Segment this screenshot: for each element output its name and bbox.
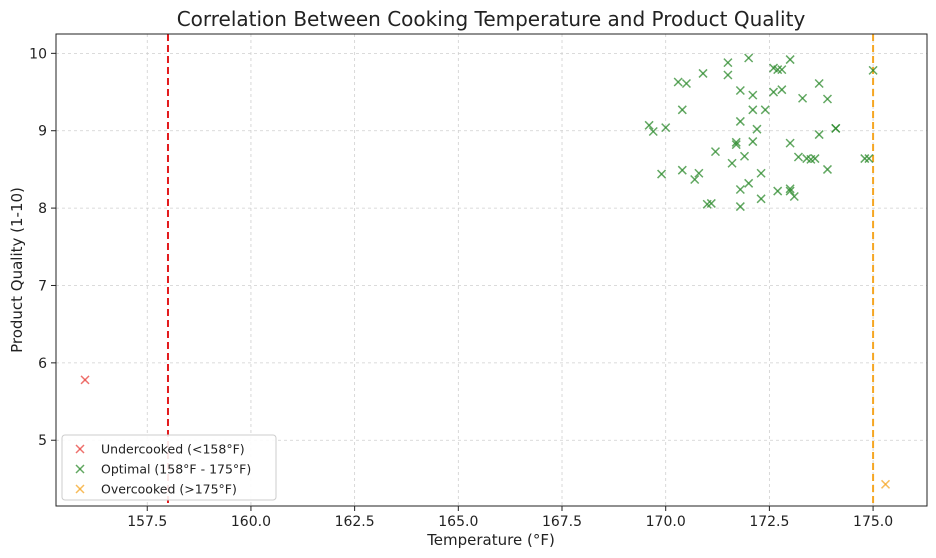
data-point: [727, 158, 737, 168]
data-point: [644, 120, 654, 130]
data-point: [677, 165, 687, 175]
data-point: [880, 479, 891, 489]
data-point: [690, 174, 700, 184]
legend-box: [61, 434, 277, 501]
data-point: [661, 123, 671, 133]
data-point: [735, 85, 745, 96]
data-point: [822, 94, 832, 104]
data-point: [731, 140, 741, 150]
data-point: [810, 154, 820, 164]
data-point: [744, 178, 754, 188]
data-point: [785, 55, 795, 65]
data-point: [793, 152, 803, 162]
y-tick-label: 7: [38, 278, 47, 294]
data-point: [756, 168, 766, 178]
x-tick-label: 160.0: [231, 514, 271, 530]
legend: Undercooked (<158°F) Optimal (158°F - 175…: [61, 434, 277, 501]
data-point: [748, 105, 758, 115]
data-point: [739, 151, 750, 161]
x-tick-label: 172.5: [749, 514, 789, 530]
data-point: [735, 202, 745, 212]
x-tick-label: 165.0: [438, 514, 478, 530]
x-tick-label: 157.5: [127, 514, 167, 530]
data-point: [748, 90, 758, 100]
data-point: [822, 164, 832, 174]
x-tick-label: 162.5: [335, 514, 375, 530]
data-point: [657, 169, 667, 179]
data-point: [773, 65, 783, 75]
y-axis-ticks: 5 6 7 8 9 10: [29, 46, 56, 449]
legend-label: Undercooked (<158°F): [101, 442, 245, 457]
y-axis-label: Product Quality (1-10): [8, 187, 26, 353]
data-point: [723, 58, 733, 68]
data-point: [677, 105, 687, 115]
data-point: [80, 375, 90, 385]
data-point: [744, 53, 754, 63]
x-tick-label: 175.0: [853, 514, 893, 530]
y-tick-label: 8: [38, 201, 47, 217]
y-tick-label: 10: [29, 46, 47, 62]
x-tick-label: 167.5: [542, 514, 582, 530]
data-point: [760, 105, 770, 115]
legend-marker: [75, 444, 85, 454]
data-point: [673, 77, 683, 87]
data-point: [735, 184, 745, 195]
legend-marker: [75, 464, 85, 474]
data-point: [706, 198, 716, 208]
data-point: [831, 123, 841, 133]
x-axis-label: Temperature (°F): [426, 531, 555, 549]
chart-title: Correlation Between Cooking Temperature …: [177, 7, 806, 31]
reference-lines: [166, 34, 875, 506]
data-point: [648, 126, 658, 137]
y-tick-label: 6: [38, 356, 47, 372]
data-point: [789, 191, 799, 202]
data-point: [731, 137, 741, 147]
data-point: [785, 186, 795, 196]
y-tick-label: 9: [38, 124, 47, 140]
data-point: [814, 78, 824, 89]
x-axis-ticks: 157.5 160.0 162.5 165.0 167.5 170.0 172.5 175.0: [127, 506, 893, 530]
data-point: [698, 68, 708, 78]
data-point: [756, 194, 766, 204]
data-point: [681, 78, 691, 89]
data-point: [694, 168, 704, 178]
legend-marker: [75, 484, 85, 494]
data-point: [752, 124, 762, 134]
data-point: [710, 147, 721, 157]
data-point: [864, 154, 874, 164]
data-point: [777, 65, 787, 75]
plot-area-frame: [55, 33, 928, 507]
data-point: [860, 154, 870, 164]
data-point: [798, 93, 808, 103]
data-point: [769, 87, 779, 97]
y-tick-label: 5: [38, 433, 47, 449]
data-point: [723, 70, 733, 80]
data-point: [748, 137, 758, 147]
legend-label: Overcooked (>175°F): [101, 482, 237, 497]
x-tick-label: 170.0: [646, 514, 686, 530]
data-point: [735, 116, 745, 126]
data-point: [814, 130, 824, 140]
data-point: [785, 184, 795, 194]
legend-label: Optimal (158°F - 175°F): [101, 462, 251, 477]
data-points: [80, 53, 891, 489]
data-point: [773, 186, 783, 196]
data-point: [785, 138, 795, 148]
data-point: [868, 65, 878, 75]
data-point: [777, 85, 787, 95]
